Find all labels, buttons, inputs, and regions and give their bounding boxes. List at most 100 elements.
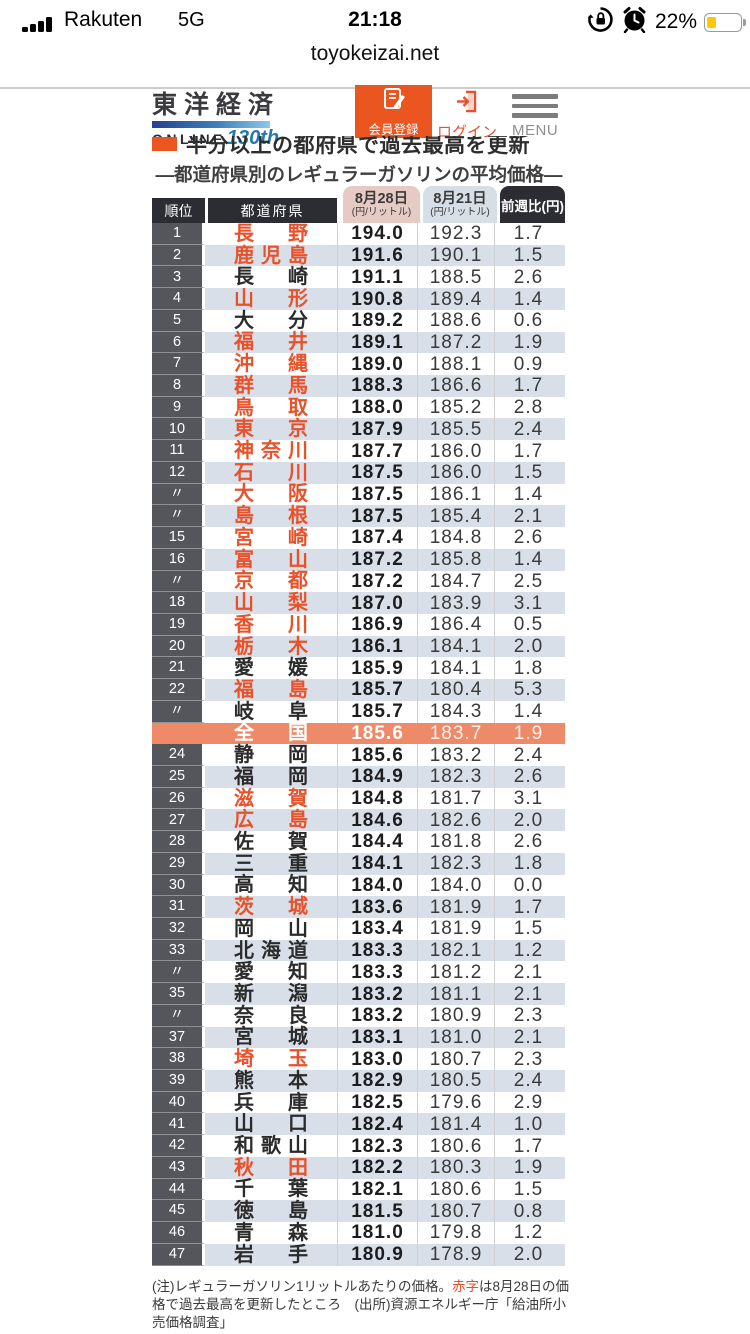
table-row: 〃 奈良 183.2 180.9 2.3 — [152, 1004, 565, 1027]
rank-cell: 18 — [152, 592, 205, 614]
table-row: 全国 185.6 183.7 1.9 — [152, 722, 565, 745]
table-row: 27 広島 184.6 182.6 2.0 — [152, 809, 565, 832]
prefecture-name: 山形 — [234, 288, 308, 311]
price-aug28-cell: 186.9 — [337, 613, 417, 636]
login-button-label: ログイン — [437, 124, 498, 141]
clock-label: 21:18 — [348, 8, 402, 31]
register-button[interactable]: 会員登録 — [355, 85, 432, 138]
table-row: 26 滋賀 184.8 181.7 3.1 — [152, 787, 565, 810]
table-row: 42 和歌山 182.3 180.6 1.7 — [152, 1135, 565, 1157]
rank-cell: 28 — [152, 831, 205, 853]
prefecture-name: 鹿児島 — [234, 244, 308, 267]
price-aug21-cell: 184.7 — [417, 570, 494, 593]
price-aug28-cell: 188.0 — [337, 396, 417, 419]
prefecture-name: 宮城 — [234, 1026, 308, 1049]
price-aug21-cell: 181.2 — [417, 961, 494, 984]
price-aug21-cell: 190.1 — [417, 244, 494, 267]
prefecture-name: 福島 — [234, 678, 308, 701]
price-aug21-cell: 179.8 — [417, 1222, 494, 1244]
rank-cell: 〃 — [152, 483, 205, 506]
header-aug21-unit: (円/リットル) — [430, 207, 490, 219]
week-diff-cell: 1.9 — [494, 722, 562, 745]
login-button[interactable]: ログイン — [437, 88, 497, 142]
week-diff-cell: 1.2 — [494, 939, 562, 962]
carrier-label: Rakuten — [64, 8, 143, 31]
table-row: 9 鳥取 188.0 185.2 2.8 — [152, 396, 565, 419]
prefecture-name: 長野 — [234, 222, 308, 245]
price-aug21-cell: 182.3 — [417, 852, 494, 875]
signal-strength-icon — [22, 17, 52, 32]
price-aug21-cell: 186.0 — [417, 440, 494, 462]
prefecture-cell: 愛媛 — [205, 657, 337, 679]
price-aug21-cell: 180.7 — [417, 1200, 494, 1223]
price-aug28-cell: 191.1 — [337, 266, 417, 289]
price-aug21-cell: 180.6 — [417, 1135, 494, 1157]
rank-cell: 24 — [152, 744, 205, 766]
price-aug28-cell: 183.2 — [337, 1004, 417, 1027]
prefecture-cell: 鹿児島 — [205, 245, 337, 267]
price-aug21-cell: 188.1 — [417, 353, 494, 376]
menu-button[interactable]: MENU — [512, 94, 562, 139]
week-diff-cell: 2.4 — [494, 418, 562, 441]
prefecture-name: 三重 — [234, 852, 308, 875]
week-diff-cell: 2.6 — [494, 765, 562, 788]
prefecture-cell: 広島 — [205, 809, 337, 831]
prefecture-name: 富山 — [234, 548, 308, 571]
gasoline-price-table: 順位 都道府県 8月28日 (円/リットル) 8月21日 (円/リットル) 前週… — [152, 186, 565, 1266]
table-row: 37 宮城 183.1 181.0 2.1 — [152, 1026, 565, 1049]
prefecture-name: 大分 — [234, 309, 308, 332]
price-aug21-cell: 180.7 — [417, 1048, 494, 1071]
price-aug21-cell: 183.7 — [417, 722, 494, 745]
price-aug21-cell: 183.2 — [417, 744, 494, 766]
prefecture-name: 愛知 — [234, 961, 308, 984]
week-diff-cell: 0.9 — [494, 353, 562, 376]
prefecture-name: 福岡 — [234, 765, 308, 788]
prefecture-cell: 長野 — [205, 223, 337, 245]
header-aug21: 8月21日 (円/リットル) — [423, 186, 497, 223]
week-diff-cell: 2.5 — [494, 570, 562, 593]
url-label[interactable]: toyokeizai.net — [310, 42, 440, 65]
rank-cell: 27 — [152, 809, 205, 832]
week-diff-cell: 3.1 — [494, 592, 562, 614]
browser-address-bar[interactable]: toyokeizai.net — [0, 42, 750, 76]
prefecture-name: 新潟 — [234, 983, 308, 1006]
rank-cell: 7 — [152, 353, 205, 376]
prefecture-name: 長崎 — [234, 266, 308, 289]
header-aug28-date: 8月28日 — [354, 190, 409, 207]
week-diff-cell: 1.7 — [494, 896, 562, 918]
rank-cell: 1 — [152, 223, 205, 245]
prefecture-cell: 和歌山 — [205, 1135, 337, 1157]
week-diff-cell: 2.4 — [494, 1070, 562, 1092]
week-diff-cell: 1.5 — [494, 918, 562, 940]
prefecture-cell: 岡山 — [205, 918, 337, 940]
week-diff-cell: 2.8 — [494, 396, 562, 419]
price-aug21-cell: 179.6 — [417, 1091, 494, 1114]
prefecture-cell: 青森 — [205, 1222, 337, 1244]
rank-cell: 35 — [152, 983, 205, 1005]
week-diff-cell: 1.0 — [494, 1113, 562, 1136]
price-aug28-cell: 183.3 — [337, 961, 417, 984]
battery-percent-label: 22% — [654, 10, 697, 33]
rank-cell: 4 — [152, 288, 205, 310]
rank-cell: 6 — [152, 331, 205, 354]
table-footnote: (注)レギュラーガソリン1リットルあたりの価格。赤字は8月28日の価格で過去最高… — [152, 1278, 570, 1332]
prefecture-cell: 大分 — [205, 310, 337, 332]
rank-cell: 12 — [152, 461, 205, 484]
rank-cell: 8 — [152, 375, 205, 397]
prefecture-name: 熊本 — [234, 1069, 308, 1092]
prefecture-cell: 東京 — [205, 418, 337, 440]
table-row: 30 高知 184.0 184.0 0.0 — [152, 874, 565, 897]
price-aug28-cell: 183.0 — [337, 1048, 417, 1071]
week-diff-cell: 1.9 — [494, 331, 562, 354]
price-aug21-cell: 184.1 — [417, 657, 494, 680]
table-row: 19 香川 186.9 186.4 0.5 — [152, 613, 565, 636]
table-row: 3 長崎 191.1 188.5 2.6 — [152, 266, 565, 289]
price-aug21-cell: 185.5 — [417, 418, 494, 441]
rank-cell: 46 — [152, 1222, 205, 1244]
prefecture-cell: 鳥取 — [205, 397, 337, 419]
price-aug28-cell: 185.6 — [337, 744, 417, 766]
alarm-icon — [621, 6, 648, 38]
price-aug21-cell: 180.6 — [417, 1178, 494, 1201]
table-row: 7 沖縄 189.0 188.1 0.9 — [152, 353, 565, 376]
prefecture-name: 兵庫 — [234, 1091, 308, 1114]
